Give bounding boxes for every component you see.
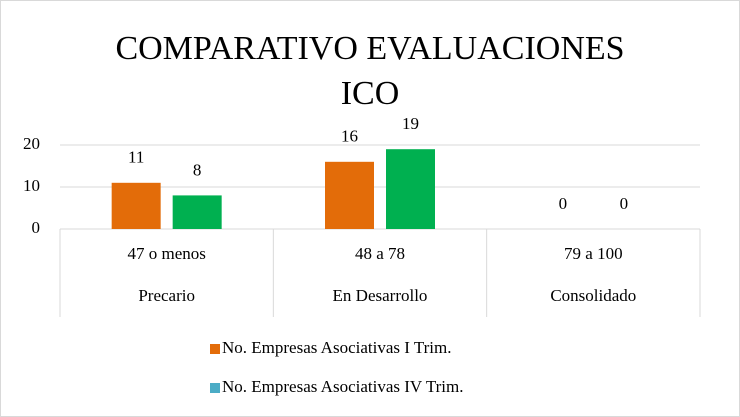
x-group-label: Consolidado	[550, 286, 636, 305]
y-tick-label: 10	[23, 176, 40, 195]
bar	[172, 195, 222, 229]
bar	[111, 182, 161, 229]
x-group-label: En Desarrollo	[333, 286, 428, 305]
chart-title: COMPARATIVO EVALUACIONES ICO	[115, 30, 625, 112]
y-tick-label: 20	[23, 134, 40, 153]
data-label: 11	[128, 148, 144, 167]
x-group-label: Precario	[138, 286, 195, 305]
data-label: 8	[193, 160, 202, 179]
legend-label: No. Empresas Asociativas IV Trim.	[222, 377, 463, 396]
data-label: 0	[620, 194, 629, 213]
y-tick-label: 0	[32, 218, 41, 237]
legend-label: No. Empresas Asociativas I Trim.	[222, 338, 452, 357]
x-tick-label: 79 a 100	[564, 244, 623, 263]
bar	[386, 149, 435, 229]
legend-marker	[210, 383, 220, 393]
x-tick-label: 47 o menos	[127, 244, 205, 263]
x-tick-label: 48 a 78	[355, 244, 405, 263]
bar	[325, 161, 374, 229]
legend-marker	[210, 344, 220, 354]
data-label: 16	[341, 127, 358, 146]
data-label: 19	[402, 114, 419, 133]
data-label: 0	[559, 194, 568, 213]
